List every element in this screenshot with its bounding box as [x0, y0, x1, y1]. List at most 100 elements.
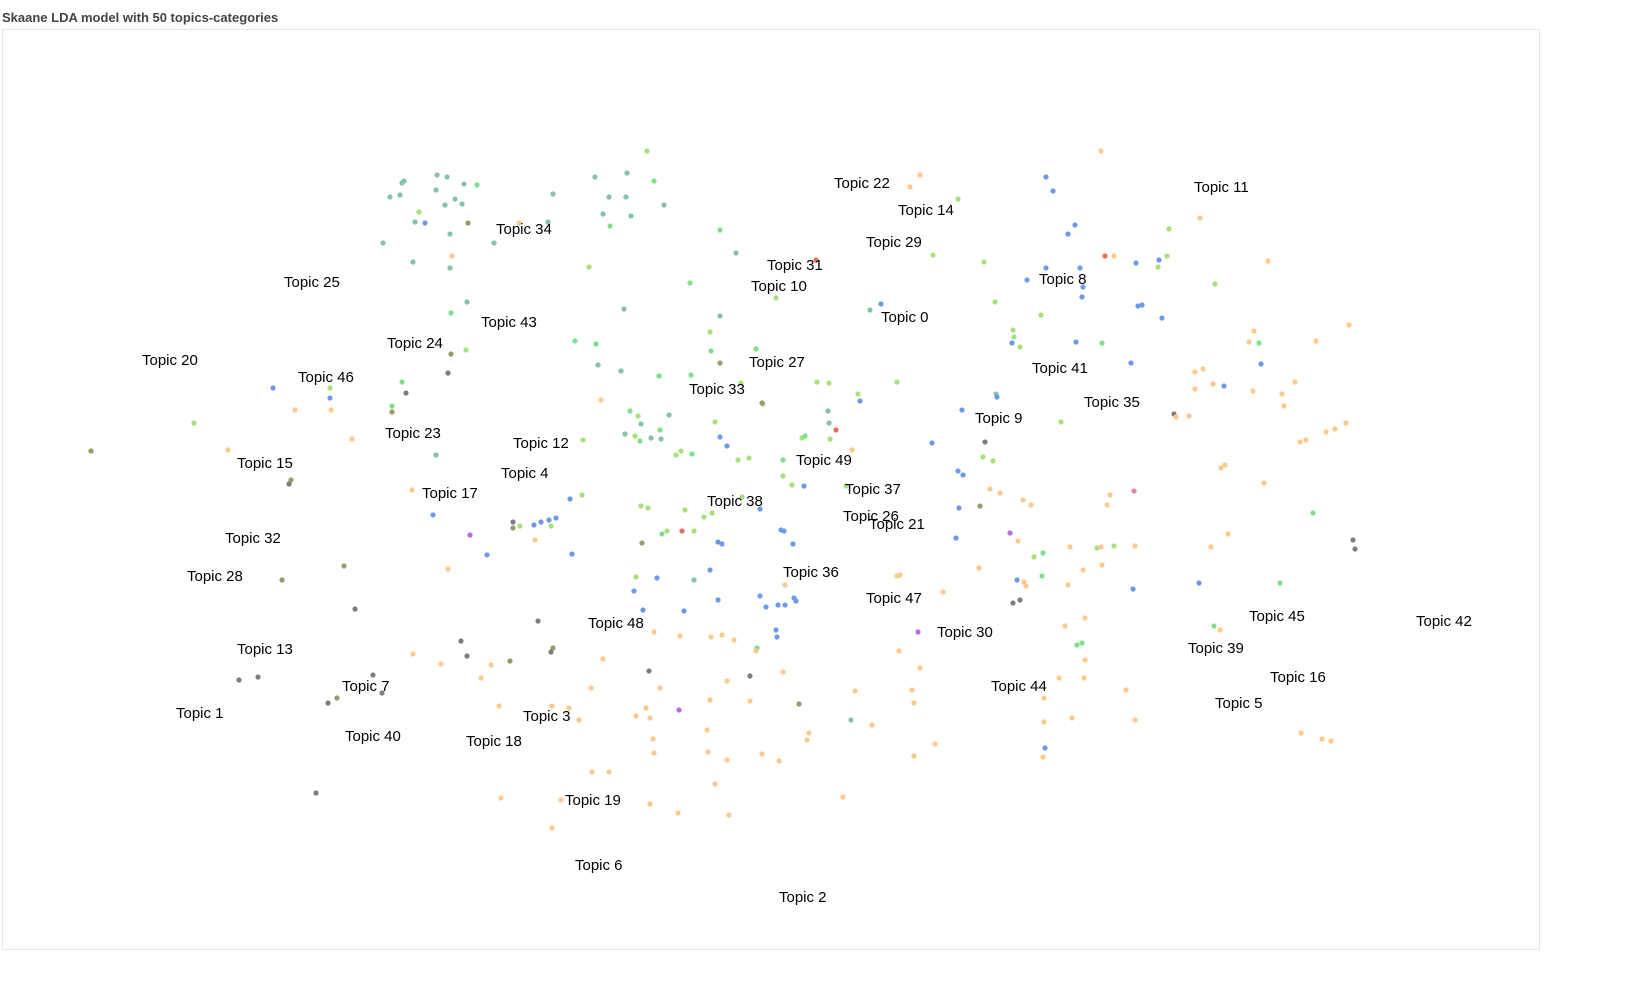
data-point: [593, 341, 599, 347]
data-point: [1128, 360, 1134, 366]
data-point: [352, 606, 358, 612]
data-point: [1251, 328, 1257, 334]
data-point: [929, 440, 935, 446]
data-point: [621, 306, 627, 312]
topic-label: Topic 42: [1416, 613, 1472, 630]
data-point: [638, 421, 644, 427]
data-point: [572, 338, 578, 344]
data-point: [1082, 657, 1088, 663]
data-point: [981, 259, 987, 265]
data-point: [827, 436, 833, 442]
data-point: [1222, 462, 1228, 468]
data-point: [1104, 502, 1110, 508]
data-point: [1021, 579, 1027, 585]
data-point: [1133, 260, 1139, 266]
data-point: [279, 577, 285, 583]
data-point: [917, 172, 923, 178]
data-point: [1010, 600, 1016, 606]
topic-label: Topic 2: [779, 889, 827, 906]
data-point: [1319, 736, 1325, 742]
data-point: [956, 505, 962, 511]
data-point: [1277, 580, 1283, 586]
data-point: [474, 182, 480, 188]
data-point: [644, 148, 650, 154]
data-point: [976, 565, 982, 571]
data-point: [773, 295, 779, 301]
data-point: [691, 577, 697, 583]
data-point: [313, 790, 319, 796]
data-point: [1265, 258, 1271, 264]
data-point: [726, 812, 732, 818]
data-point: [909, 687, 915, 693]
data-point: [1080, 284, 1086, 290]
data-point: [631, 588, 637, 594]
topic-label: Topic 37: [845, 481, 901, 498]
topic-label: Topic 21: [869, 516, 925, 533]
data-point: [687, 280, 693, 286]
data-point: [433, 452, 439, 458]
data-point: [1298, 730, 1304, 736]
data-point: [588, 685, 594, 691]
topic-label: Topic 14: [898, 202, 954, 219]
data-point: [412, 219, 418, 225]
data-point: [236, 677, 242, 683]
data-point: [646, 668, 652, 674]
data-point: [465, 220, 471, 226]
data-point: [576, 717, 582, 723]
topic-label: Topic 12: [513, 435, 569, 452]
data-point: [459, 201, 465, 207]
data-point: [1313, 338, 1319, 344]
data-point: [814, 379, 820, 385]
data-point: [997, 490, 1003, 496]
data-point: [341, 563, 347, 569]
data-point: [719, 632, 725, 638]
data-point: [1156, 257, 1162, 263]
data-point: [806, 730, 812, 736]
data-point: [1111, 543, 1117, 549]
data-point: [1200, 366, 1206, 372]
data-point: [651, 629, 657, 635]
data-point: [403, 390, 409, 396]
data-point: [781, 528, 787, 534]
data-point: [600, 211, 606, 217]
data-point: [328, 407, 334, 413]
data-point: [478, 675, 484, 681]
data-point: [558, 797, 564, 803]
data-point: [510, 525, 516, 531]
data-point: [825, 408, 831, 414]
data-point: [1065, 582, 1071, 588]
data-point: [746, 455, 752, 461]
topic-label: Topic 17: [422, 485, 478, 502]
data-point: [549, 703, 555, 709]
data-point: [553, 515, 559, 521]
data-point: [1009, 340, 1015, 346]
data-point: [1192, 369, 1198, 375]
data-point: [661, 202, 667, 208]
data-point: [1098, 544, 1104, 550]
topic-label: Topic 34: [496, 221, 552, 238]
data-point: [717, 360, 723, 366]
data-point: [638, 503, 644, 509]
data-point: [724, 443, 730, 449]
data-point: [1186, 413, 1192, 419]
topic-label: Topic 11: [1194, 179, 1249, 196]
topic-label: Topic 38: [707, 493, 763, 510]
data-point: [1250, 388, 1256, 394]
data-point: [707, 567, 713, 573]
data-point: [1040, 550, 1046, 556]
data-point: [1173, 414, 1179, 420]
data-point: [1094, 545, 1100, 551]
data-point: [325, 700, 331, 706]
data-point: [438, 661, 444, 667]
data-point: [1132, 717, 1138, 723]
data-point: [647, 715, 653, 721]
data-point: [1132, 543, 1138, 549]
data-point: [782, 582, 788, 588]
data-point: [545, 219, 551, 225]
data-point: [724, 678, 730, 684]
data-point: [796, 701, 802, 707]
data-point: [980, 454, 986, 460]
data-point: [735, 457, 741, 463]
data-point: [1099, 340, 1105, 346]
data-point: [917, 665, 923, 671]
